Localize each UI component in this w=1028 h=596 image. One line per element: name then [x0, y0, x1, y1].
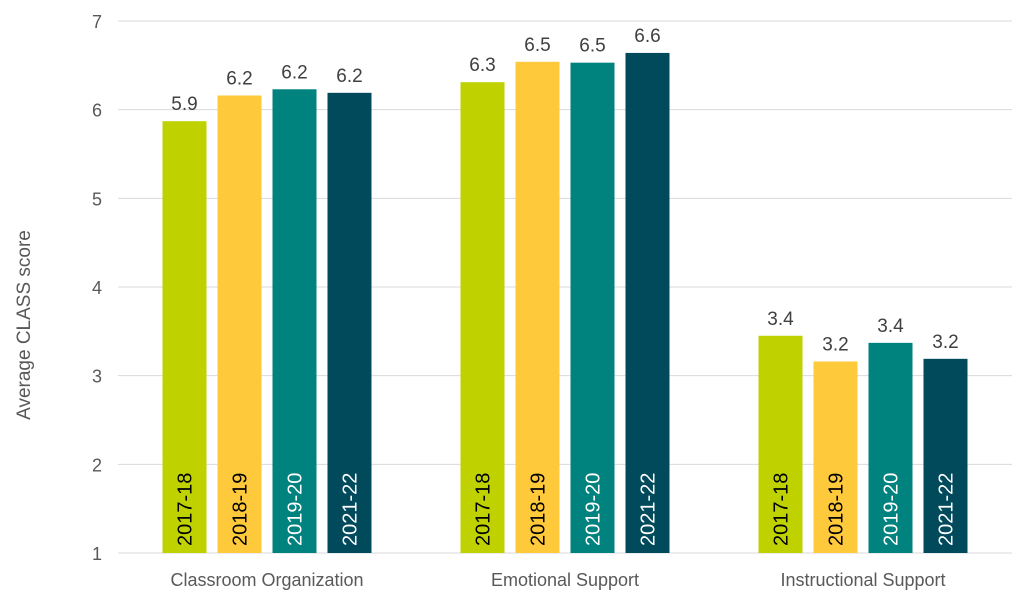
labels: 1 2 3 4 5 6 7 5.9 2017-18 6.2 2018-19 6.2 2019-20 6.2…	[92, 12, 959, 590]
category-label: Instructional Support	[780, 570, 945, 590]
bar	[813, 361, 858, 553]
data-label: 6.5	[579, 36, 605, 57]
series-label: 2017-18	[473, 473, 495, 546]
data-label: 3.4	[877, 316, 904, 337]
bar	[570, 62, 615, 553]
data-label: 6.2	[281, 62, 307, 83]
y-tick-label: 5	[92, 189, 102, 209]
bar	[460, 82, 505, 554]
category-label: Emotional Support	[491, 570, 639, 590]
data-label: 6.6	[634, 26, 660, 47]
bar	[515, 61, 560, 553]
series-label: 2017-18	[175, 473, 197, 546]
series-label: 2021-22	[340, 473, 362, 546]
data-label: 6.2	[226, 68, 252, 89]
data-label: 3.4	[767, 309, 794, 330]
series-label: 2021-22	[936, 473, 958, 546]
y-axis-title: Average CLASS score	[14, 230, 35, 420]
bar	[327, 92, 372, 553]
bar	[923, 358, 968, 553]
series-label: 2018-19	[230, 473, 252, 546]
category-label: Classroom Organization	[170, 570, 363, 590]
y-tick-label: 6	[92, 101, 102, 121]
y-tick-label: 1	[92, 544, 102, 564]
series-label: 2021-22	[638, 473, 660, 546]
y-tick-label: 2	[92, 455, 102, 475]
series-label: 2018-19	[826, 473, 848, 546]
series-label: 2019-20	[583, 473, 605, 546]
bar	[217, 95, 262, 553]
y-tick-label: 7	[92, 12, 102, 32]
series-label: 2018-19	[528, 473, 550, 546]
data-label: 6.2	[336, 66, 362, 87]
series-label: 2019-20	[881, 473, 903, 546]
bar	[162, 121, 207, 554]
bar	[272, 89, 317, 554]
series-label: 2017-18	[771, 473, 793, 546]
y-tick-label: 4	[92, 278, 102, 298]
bars	[162, 52, 968, 554]
data-label: 5.9	[171, 94, 197, 115]
data-label: 6.3	[469, 55, 495, 76]
data-label: 6.5	[524, 35, 550, 56]
data-label: 3.2	[822, 334, 848, 355]
series-label: 2019-20	[285, 473, 307, 546]
gridlines	[118, 20, 1012, 554]
y-tick-label: 3	[92, 367, 102, 387]
bar	[868, 342, 913, 553]
data-label: 3.2	[932, 332, 958, 353]
bar	[758, 335, 803, 553]
bar	[625, 52, 670, 554]
